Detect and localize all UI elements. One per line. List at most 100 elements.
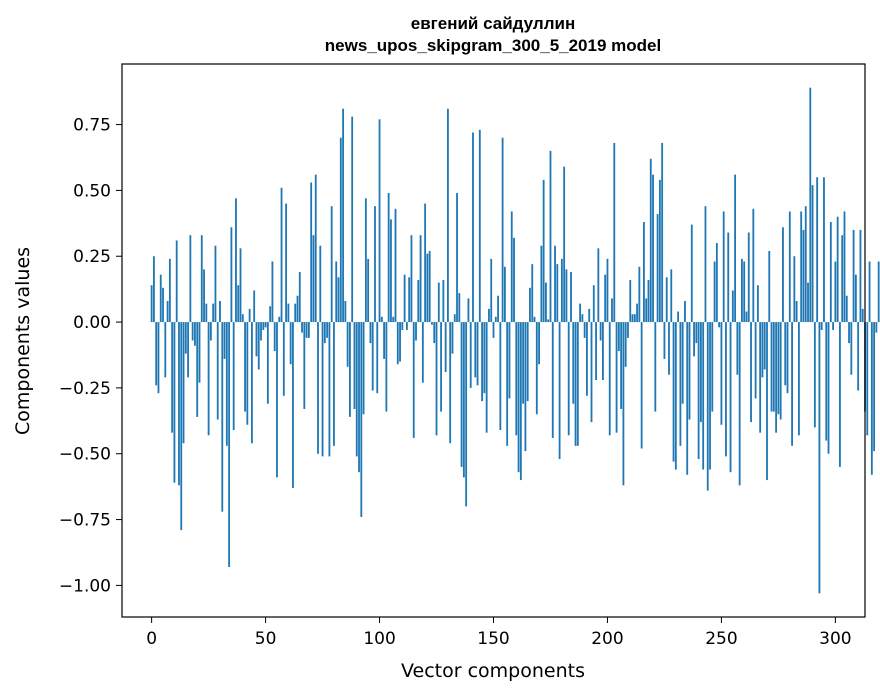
bar	[590, 322, 593, 423]
bar	[349, 322, 351, 417]
bar	[788, 211, 791, 323]
bar	[287, 303, 290, 323]
bar	[157, 322, 160, 394]
bar	[756, 285, 759, 323]
bar	[465, 322, 468, 507]
bar	[832, 322, 834, 330]
bar	[825, 322, 828, 441]
bar	[419, 235, 422, 323]
bar	[264, 322, 267, 328]
bar	[531, 264, 534, 323]
bar	[314, 174, 317, 323]
bar	[560, 258, 563, 323]
bar	[772, 322, 775, 412]
bar	[608, 322, 611, 436]
bar	[638, 266, 641, 323]
bar	[374, 206, 376, 323]
bar	[829, 222, 832, 323]
bar	[456, 193, 458, 323]
y-tick-label: 0.25	[73, 247, 111, 267]
bar	[239, 248, 242, 323]
bar	[255, 322, 258, 357]
bar	[424, 203, 427, 323]
bar	[834, 261, 837, 323]
bar	[269, 306, 272, 323]
bar	[251, 322, 253, 444]
bar	[428, 250, 431, 323]
bar	[510, 211, 513, 323]
bar	[554, 245, 556, 323]
bar	[588, 308, 591, 323]
bar	[319, 245, 322, 323]
bar	[380, 316, 383, 323]
bar	[184, 322, 187, 354]
bar	[417, 279, 420, 323]
y-tick-label: 0.50	[73, 181, 111, 201]
bar	[396, 322, 399, 365]
chart-title-line1: евгений сайдуллин	[411, 14, 575, 33]
bar	[344, 301, 347, 323]
x-tick-label: 0	[146, 629, 157, 649]
bar	[631, 314, 634, 323]
bar	[175, 240, 178, 323]
bar	[586, 322, 588, 396]
bar	[627, 322, 629, 338]
bar	[747, 232, 750, 323]
bar	[342, 108, 344, 323]
bar	[843, 211, 846, 323]
bar	[674, 322, 677, 470]
bar	[704, 206, 707, 323]
bar	[358, 322, 360, 473]
bar	[709, 322, 711, 470]
bar	[307, 322, 310, 338]
bar	[235, 198, 237, 323]
bar	[303, 322, 306, 409]
bar	[839, 322, 841, 467]
bar	[649, 158, 652, 323]
bar	[472, 132, 474, 323]
bar	[164, 322, 167, 378]
bar	[558, 322, 561, 459]
bar	[784, 322, 787, 386]
bar	[209, 322, 212, 341]
bar	[868, 261, 871, 323]
bar	[323, 322, 326, 344]
bar	[522, 322, 525, 404]
bar	[823, 177, 825, 323]
bar	[645, 298, 648, 323]
bar	[750, 322, 752, 423]
bar	[278, 316, 281, 323]
bar	[241, 314, 244, 323]
bar	[497, 295, 499, 323]
bar	[410, 235, 413, 323]
bar	[804, 206, 807, 323]
bar	[449, 322, 452, 444]
bar	[695, 322, 698, 344]
bar	[729, 322, 732, 473]
bar	[262, 322, 265, 330]
bar	[467, 298, 470, 323]
bar	[526, 322, 529, 402]
bar	[663, 322, 666, 359]
bar	[376, 322, 379, 394]
bar	[330, 206, 333, 323]
bar	[743, 261, 746, 323]
bar	[271, 261, 274, 323]
bar	[150, 285, 153, 323]
bar	[292, 322, 294, 488]
bar	[816, 177, 819, 323]
bar	[800, 211, 803, 323]
bar	[266, 322, 269, 404]
bar	[273, 322, 276, 352]
bar	[861, 308, 864, 323]
bar	[394, 208, 397, 323]
bar	[198, 322, 201, 383]
bar	[447, 108, 449, 323]
bar	[697, 322, 700, 459]
bar	[244, 322, 246, 412]
bar	[435, 322, 438, 436]
bar	[545, 282, 547, 323]
y-axis-label: Components values	[12, 247, 34, 435]
bar	[355, 322, 358, 457]
bar	[684, 301, 686, 323]
